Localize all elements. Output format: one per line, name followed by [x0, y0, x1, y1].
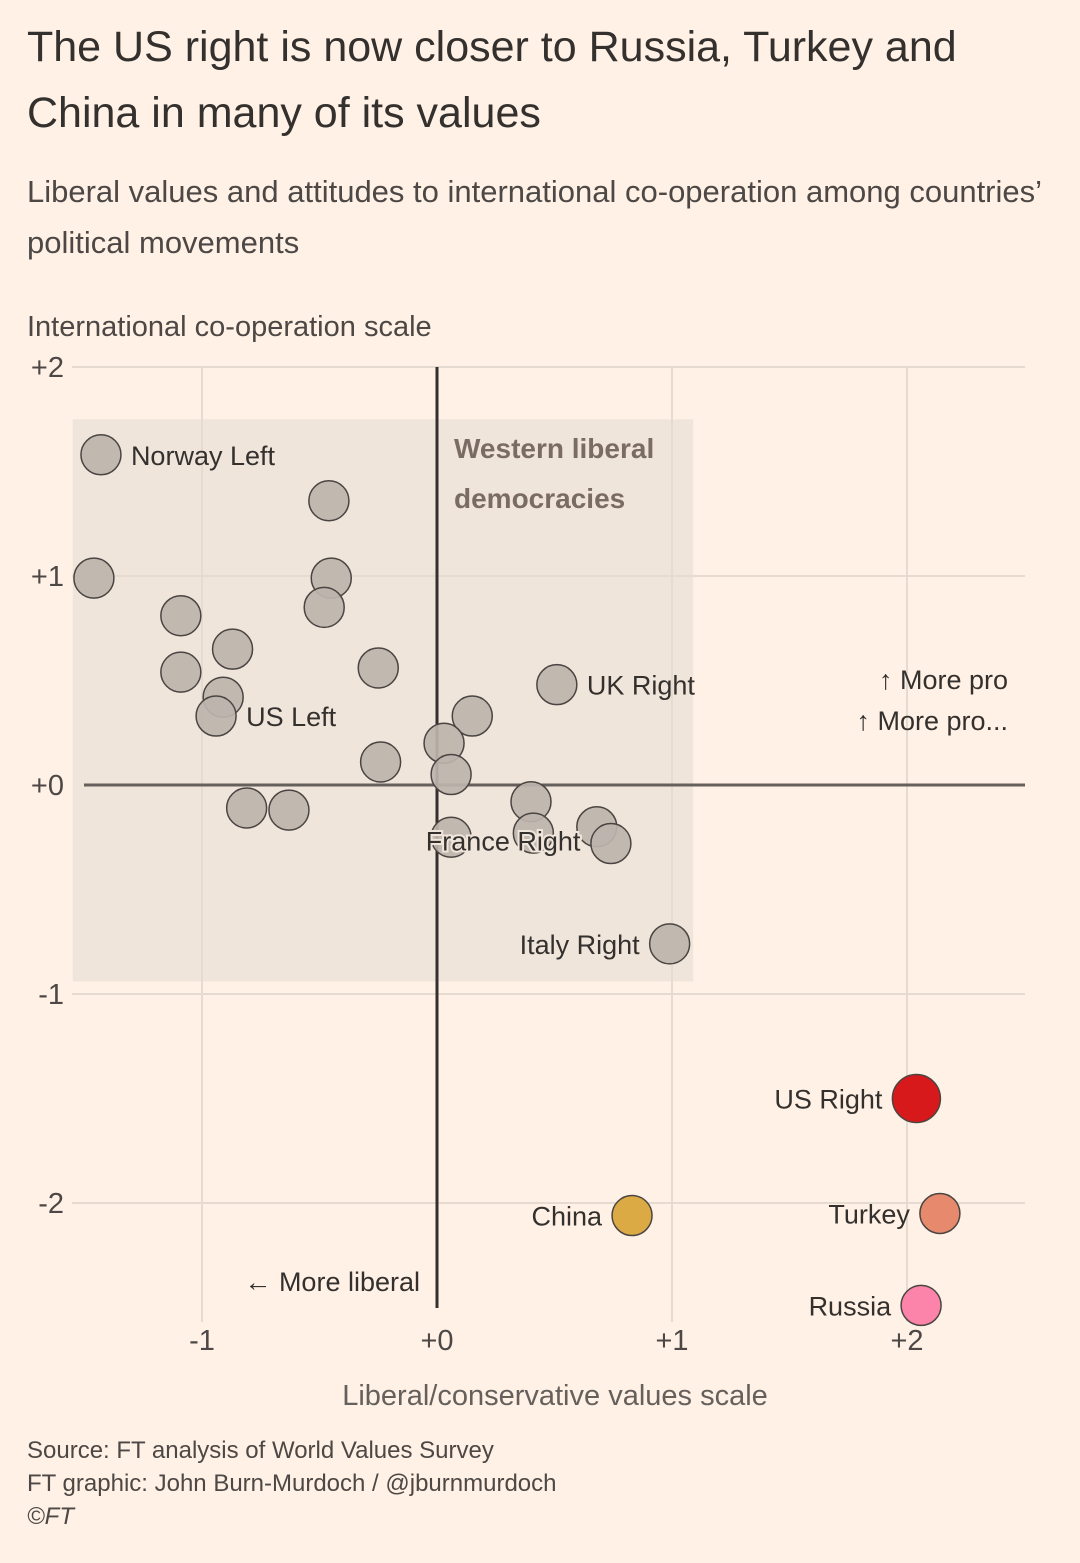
footer: Source: FT analysis of World Values Surv…	[27, 1434, 557, 1533]
copyright: ©FT	[27, 1503, 75, 1530]
data-point	[451, 695, 493, 737]
chart-subtitle: Liberal values and attitudes to internat…	[27, 174, 1041, 260]
point-label-china: China	[532, 1202, 604, 1232]
point-label-turkey: Turkey	[828, 1199, 910, 1229]
data-point	[303, 586, 345, 629]
x-axis-title: Liberal/conservative values scale	[342, 1380, 768, 1412]
data-point	[430, 753, 472, 796]
scatter-chart: International co-operation scale +2 +1 +0 -…	[27, 311, 1025, 1412]
y-tick-label: -2	[38, 1188, 64, 1220]
region-label-line2: democracies	[454, 483, 625, 514]
point-turkey	[919, 1192, 961, 1235]
data-point	[268, 789, 310, 831]
point-label-france-right: France Right	[426, 826, 581, 856]
y-axis-title: International co-operation scale	[27, 311, 432, 343]
y-direction-label-1: ↑ More pro	[879, 665, 1008, 695]
point-russia	[900, 1284, 942, 1327]
point-uk-right	[536, 663, 578, 706]
point-label-uk-right: UK Right	[587, 671, 696, 701]
point-label-us-right: US Right	[774, 1085, 883, 1115]
region-label-line1: Western liberal	[454, 433, 654, 464]
x-tick-label: +1	[655, 1325, 688, 1357]
data-point	[308, 480, 350, 522]
y-direction-label-2: ↑ More pro...	[856, 706, 1008, 736]
y-tick-label: -1	[38, 979, 64, 1011]
y-tick-label: +1	[31, 561, 64, 593]
point-us-left	[195, 695, 237, 737]
graphic-credit: FT graphic: John Burn-Murdoch / @jburnmu…	[27, 1470, 557, 1497]
point-italy-right	[648, 923, 691, 965]
data-point	[357, 647, 399, 689]
point-label-norway-left: Norway Left	[131, 441, 276, 471]
data-point	[359, 741, 402, 783]
data-point	[160, 651, 202, 693]
y-tick-label: +0	[31, 770, 64, 802]
data-point	[73, 557, 115, 599]
source-note: Source: FT analysis of World Values Surv…	[27, 1437, 494, 1464]
x-tick-label: -1	[189, 1325, 215, 1357]
chart-title: The US right is now closer to Russia, Tu…	[27, 23, 957, 137]
x-tick-label: +2	[890, 1325, 923, 1357]
y-tick-label: +2	[31, 352, 64, 384]
x-direction-label: ← More liberal	[244, 1267, 420, 1297]
point-label-russia: Russia	[809, 1291, 893, 1321]
point-china	[611, 1194, 653, 1237]
data-point	[225, 787, 268, 829]
point-label-us-left: US Left	[246, 702, 337, 732]
data-point	[211, 628, 254, 670]
point-norway-left	[80, 434, 122, 476]
point-label-italy-right: Italy Right	[520, 930, 641, 960]
data-point	[590, 822, 632, 865]
point-us-right	[891, 1073, 942, 1124]
data-point	[512, 812, 555, 854]
point-france-right	[430, 816, 472, 858]
western-liberal-democracies-region	[72, 419, 694, 982]
data-point	[160, 594, 202, 637]
x-tick-label: +0	[420, 1325, 453, 1357]
